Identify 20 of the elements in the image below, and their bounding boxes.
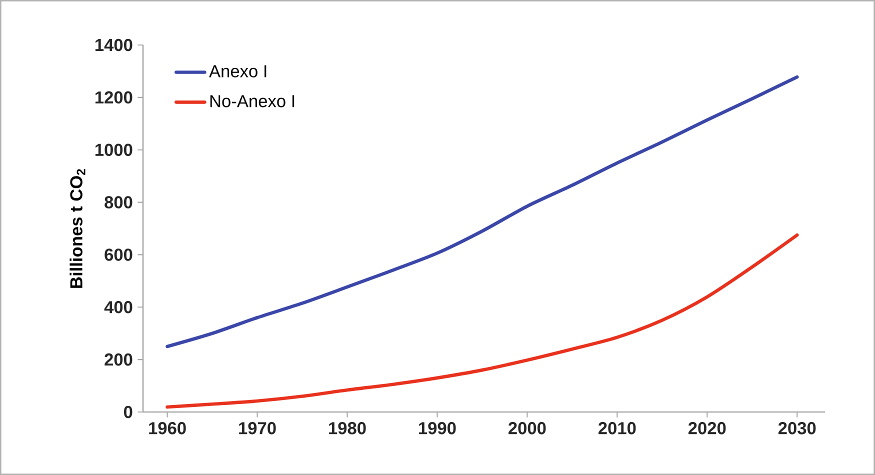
x-tick-label: 2030 xyxy=(778,422,816,434)
legend-label: Anexo I xyxy=(209,65,266,78)
x-tick-label: 2010 xyxy=(598,422,636,434)
y-tick-label: 0 xyxy=(124,406,132,418)
legend-label: No-Anexo I xyxy=(210,95,294,108)
y-tick-label: 1200 xyxy=(95,91,132,104)
x-tick-label: 1960 xyxy=(149,422,186,434)
x-tick-label: 2020 xyxy=(688,422,726,434)
y-tick-label: 200 xyxy=(104,353,132,366)
y-tick-label: 1000 xyxy=(95,144,132,156)
x-tick-label: 1990 xyxy=(419,422,456,434)
line-series xyxy=(166,233,799,409)
y-axis-title: Billiones t CO$_{2}$ xyxy=(70,169,86,288)
y-tick-label: 1400 xyxy=(95,38,132,52)
x-tick-label: 1970 xyxy=(239,422,276,434)
x-tick-label: 1980 xyxy=(329,422,366,434)
y-tick-label: 600 xyxy=(104,248,132,261)
y-tick-label: 800 xyxy=(104,196,132,208)
y-tick-label: 400 xyxy=(104,301,132,314)
x-tick-label: 2000 xyxy=(508,422,546,434)
